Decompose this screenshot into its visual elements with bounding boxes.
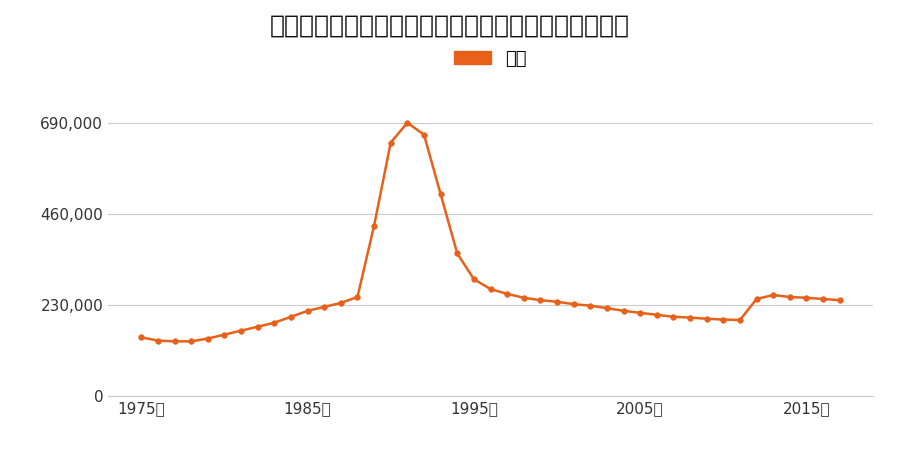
Legend: 価格: 価格 <box>447 43 534 75</box>
Text: 神奈川県秦野市北矢名字下塩河内１７番３の地価推移: 神奈川県秦野市北矢名字下塩河内１７番３の地価推移 <box>270 14 630 37</box>
